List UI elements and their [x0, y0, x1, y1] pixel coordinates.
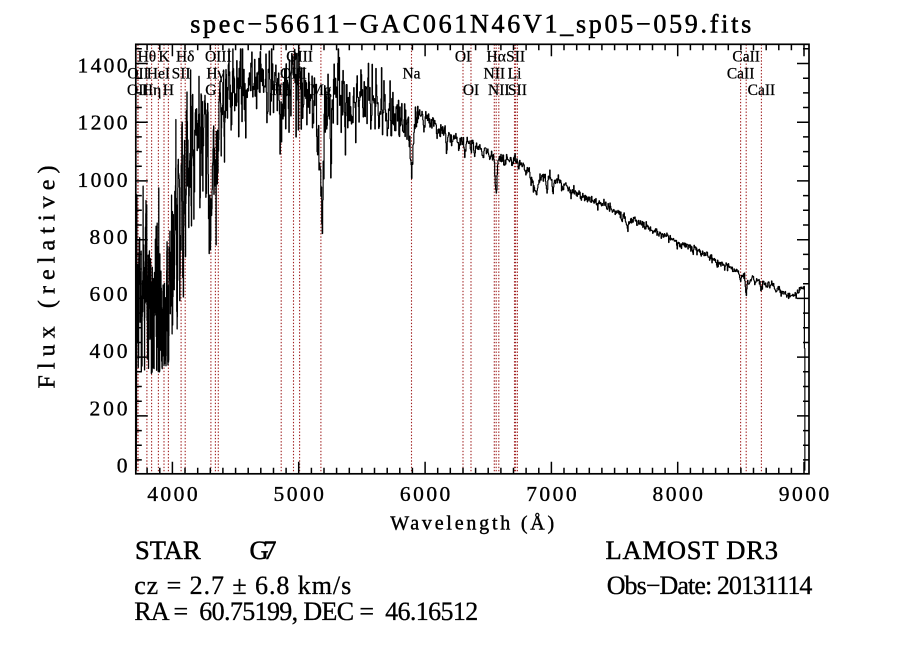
svg-text:HeI: HeI — [147, 65, 170, 82]
svg-text:OI: OI — [455, 49, 471, 66]
svg-text:CaII: CaII — [732, 49, 760, 66]
svg-text:spec−56611−GAC061N46V1_sp05−05: spec−56611−GAC061N46V1_sp05−059.fits — [190, 10, 751, 39]
svg-text:G: G — [205, 82, 216, 99]
svg-text:OIII: OIII — [280, 65, 307, 82]
svg-text:RA = 60.75199, DEC = 46.1651: RA = 60.75199, DEC = 46.16512 — [134, 597, 478, 626]
svg-text:OII: OII — [127, 65, 149, 82]
svg-text:SII: SII — [508, 82, 527, 99]
svg-text:200: 200 — [90, 396, 128, 420]
svg-text:800: 800 — [90, 225, 128, 249]
svg-text:OIII: OIII — [286, 49, 313, 66]
svg-text:Obs−Date: 20131114: Obs−Date: 20131114 — [607, 571, 813, 600]
svg-text:Li: Li — [508, 65, 522, 82]
svg-text:Flux (relative): Flux (relative) — [35, 166, 61, 389]
svg-text:G7: G7 — [250, 535, 277, 565]
svg-text:Hδ: Hδ — [176, 49, 195, 66]
svg-text:CaII: CaII — [727, 65, 755, 82]
svg-text:SII: SII — [506, 49, 525, 66]
svg-text:OI: OI — [463, 82, 479, 99]
svg-text:Na: Na — [402, 65, 420, 82]
svg-text:H: H — [163, 82, 174, 99]
svg-text:NII: NII — [488, 82, 510, 99]
svg-text:600: 600 — [90, 282, 128, 306]
svg-text:CaII: CaII — [748, 82, 776, 99]
svg-text:0: 0 — [117, 454, 128, 478]
svg-text:Hβ: Hβ — [272, 82, 291, 99]
svg-text:NII: NII — [484, 65, 506, 82]
svg-text:OII: OII — [127, 82, 149, 99]
svg-text:400: 400 — [90, 339, 128, 363]
svg-text:Wavelength (Å): Wavelength (Å) — [390, 513, 554, 535]
svg-text:LAMOST DR3: LAMOST DR3 — [606, 535, 779, 565]
svg-text:Hη: Hη — [142, 82, 161, 99]
svg-text:STAR: STAR — [135, 535, 201, 565]
svg-text:Hα: Hα — [487, 49, 506, 66]
svg-text:SII: SII — [172, 65, 191, 82]
svg-text:Mg: Mg — [310, 82, 332, 99]
svg-text:K: K — [158, 49, 170, 66]
svg-text:Hγ: Hγ — [206, 65, 224, 82]
svg-text:Hθ: Hθ — [138, 49, 157, 66]
svg-text:cz = 2.7 ± 6.8 km/s: cz = 2.7 ± 6.8 km/s — [134, 571, 351, 600]
svg-text:OIII: OIII — [205, 49, 232, 66]
